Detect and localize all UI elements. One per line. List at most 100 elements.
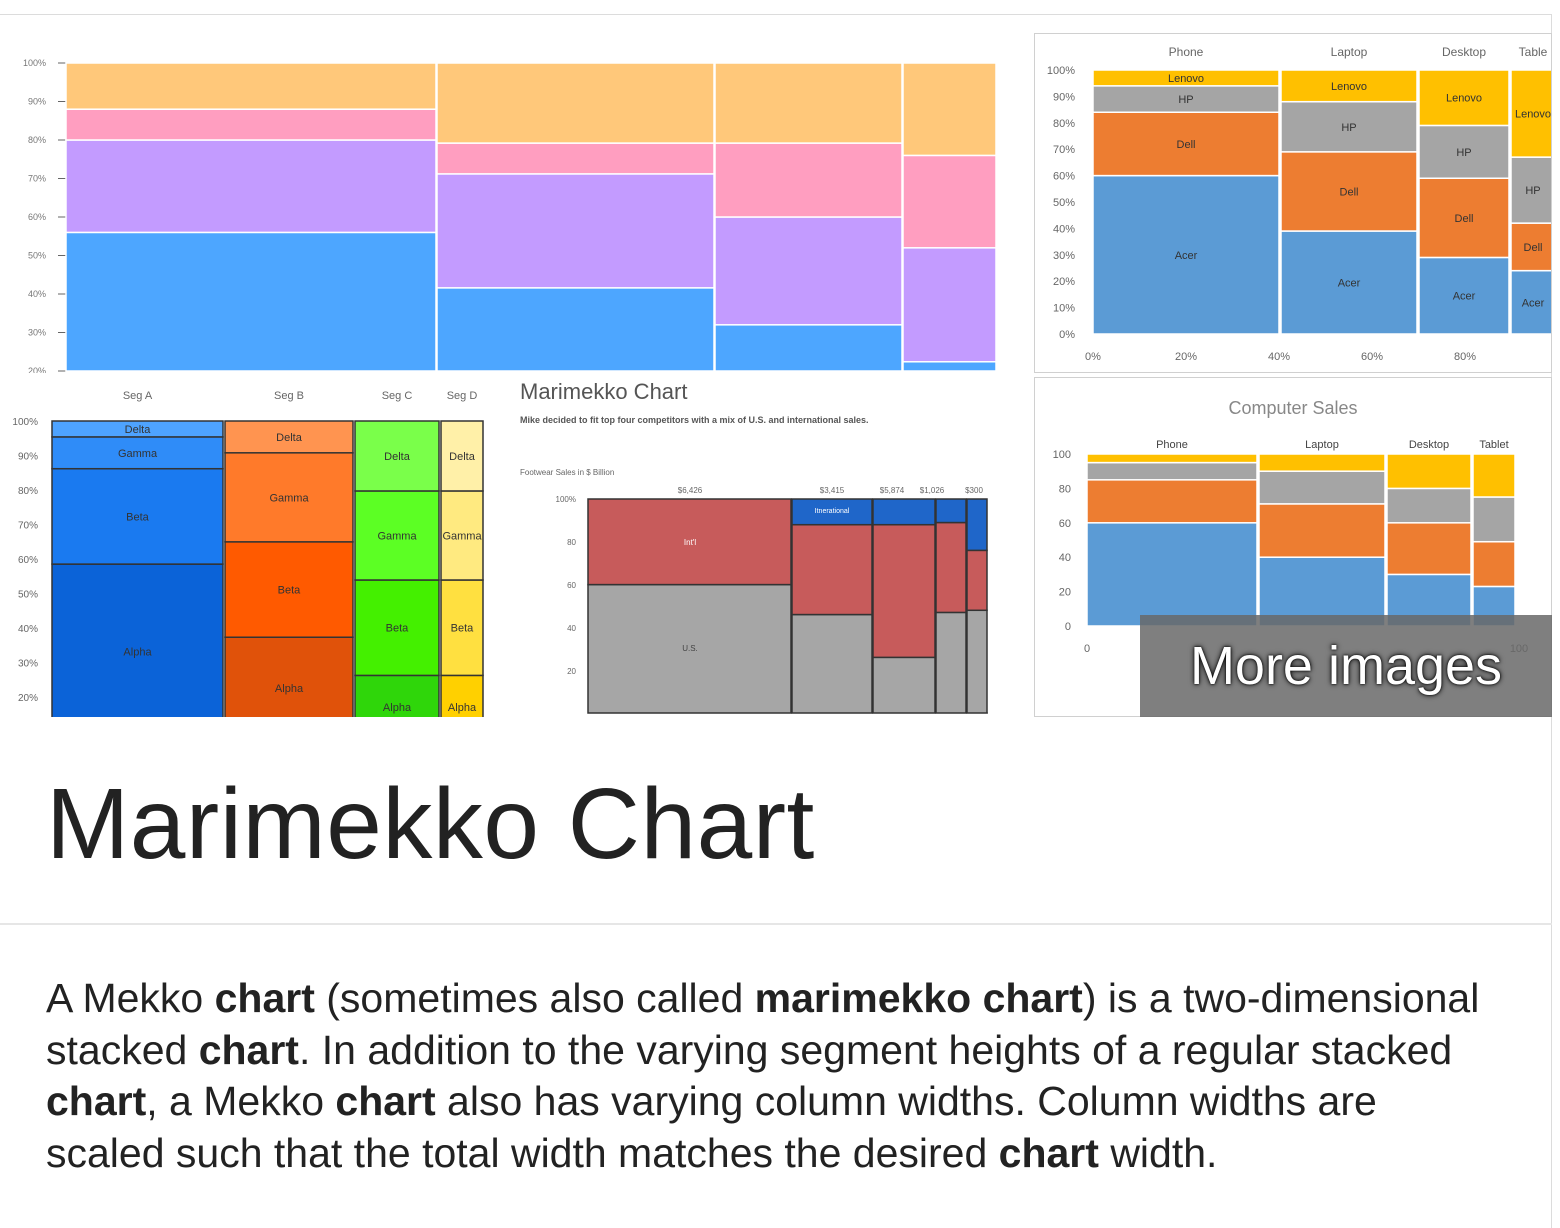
marimekko-image-3[interactable]: 100% 90% 80% 70% 60% 50% 40% 30% 20% Seg A Alpha Be…: [0, 377, 490, 717]
chart-segment: [224, 420, 354, 454]
segment-label: HP: [1456, 147, 1471, 159]
chart-segment: [1258, 470, 1386, 505]
column-label: Laptop: [1331, 45, 1368, 59]
y-tick-label: 80%: [28, 135, 46, 145]
y-tick-label: 80%: [18, 486, 38, 497]
y-tick-label: 100%: [1047, 65, 1075, 77]
chart-segment: [1418, 256, 1510, 335]
x-tick-label: 40%: [1268, 351, 1290, 363]
knowledge-panel: 100% 90% 80% 70% 60% 50% 40% 30% 20% 100% 90% 80% 7…: [0, 14, 1552, 1228]
chart-segment: [902, 247, 997, 363]
y-tick-label: 40%: [1053, 223, 1075, 235]
chart-segment: [51, 563, 224, 717]
chart-segment: [935, 611, 967, 714]
y-tick-label: 100%: [12, 417, 38, 428]
y-tick-label: 90%: [18, 452, 38, 463]
chart-segment: [440, 579, 484, 677]
chart-segment: [966, 498, 988, 552]
marimekko-image-2[interactable]: 100% 90% 80% 70% 60% 50% 40% 30% 20% 10% 0% 0% 20% 40…: [1034, 33, 1552, 373]
chart-segment: [872, 498, 936, 526]
marimekko-image-1[interactable]: 100% 90% 80% 70% 60% 50% 40% 30% 20%: [0, 33, 1030, 373]
description-keyword: chart: [46, 1078, 147, 1124]
y-tick-label: 80%: [1053, 118, 1075, 130]
y-tick-label: 100%: [23, 58, 46, 68]
description-text: . In addition to the varying segment hei…: [298, 1026, 1453, 1073]
segment-label: Lenovo: [1515, 109, 1551, 121]
column-label: Seg A: [123, 390, 153, 402]
segment-label: Gamma: [118, 448, 158, 460]
segment-label: Beta: [451, 623, 475, 635]
marimekko-image-4[interactable]: Marimekko Chart Mike decided to fit top f…: [494, 377, 1030, 717]
segment-label: Acer: [1175, 250, 1198, 262]
chart-segment: [65, 62, 437, 110]
chart-segment: [1510, 156, 1551, 224]
chart-segment: [1086, 461, 1258, 481]
y-tick-label: 20: [567, 667, 576, 676]
chart-segment: [1418, 177, 1510, 259]
chart-segment: [1280, 151, 1418, 232]
column-label: Table: [1519, 45, 1548, 59]
chart-segment: [1280, 69, 1418, 103]
x-tick-label: 0%: [1085, 351, 1101, 363]
y-tick-label: 100%: [556, 495, 576, 504]
segment-label: Alpha: [448, 702, 477, 714]
column-label: Seg D: [447, 390, 478, 402]
column-total-label: $300: [965, 486, 983, 495]
y-tick-label: 30%: [28, 328, 46, 338]
segment-label: HP: [1525, 185, 1540, 197]
segment-label: Lenovo: [1168, 73, 1204, 85]
chart-segment: [1258, 453, 1386, 472]
y-tick-label: 40%: [18, 624, 38, 635]
segment-label: Acer: [1522, 297, 1545, 309]
y-tick-label: 10%: [1053, 303, 1075, 315]
y-tick-label: 90%: [28, 97, 46, 107]
y-tick-label: 60%: [1053, 171, 1075, 183]
segment-label: Dell: [1524, 242, 1543, 254]
description-keyword: chart: [214, 975, 315, 1021]
knowledge-panel-title: Marimekko Chart: [46, 768, 815, 880]
description-text: (sometimes also called: [314, 975, 755, 1021]
chart-segment: [1280, 230, 1418, 335]
segment-label: Itnerational: [815, 508, 850, 515]
chart-segment: [440, 674, 484, 717]
chart-segment: [714, 216, 903, 326]
chart-segment: [902, 62, 997, 157]
chart-segment: [791, 498, 873, 526]
y-tick-label: 70%: [28, 174, 46, 184]
segment-label: Delta: [276, 432, 303, 444]
y-tick-label: 0%: [1059, 329, 1075, 341]
chart-segment: [354, 579, 440, 677]
chart-segment: [224, 541, 354, 638]
segment-label: Gamma: [377, 530, 417, 542]
y-tick-label: 60%: [18, 555, 38, 566]
column-label: Desktop: [1409, 439, 1449, 451]
chart-subtitle: Mike decided to fit top four competitors…: [520, 415, 869, 425]
chart-segment: [714, 62, 903, 144]
y-tick-label: 80: [567, 538, 576, 547]
chart-segment: [436, 62, 715, 144]
x-tick-label: 60%: [1361, 351, 1383, 363]
segment-label: Lenovo: [1446, 93, 1482, 105]
segment-label: Dell: [1455, 213, 1474, 225]
y-tick-label: 40: [567, 624, 576, 633]
y-tick-label: 30%: [18, 659, 38, 670]
y-tick-label: 70%: [1053, 144, 1075, 156]
chart-segment: [65, 139, 437, 234]
knowledge-panel-description: A Mekko chart (sometimes also called mar…: [46, 973, 1496, 1179]
marimekko-chart-computer-sales: Computer Sales1008060402000100PhoneLapto…: [1053, 398, 1529, 655]
column-total-label: $6,426: [678, 486, 703, 495]
description-keyword: chart: [335, 1078, 436, 1124]
column-label: Desktop: [1442, 45, 1486, 59]
chart-segment: [440, 490, 484, 581]
chart-segment: [714, 324, 903, 372]
segment-label: HP: [1178, 94, 1193, 106]
chart-segment: [966, 609, 988, 714]
description-keyword: chart: [198, 1026, 299, 1073]
chart-segment: [1472, 540, 1516, 588]
y-tick-label: 20%: [28, 366, 46, 373]
more-images-button[interactable]: More images: [1140, 615, 1552, 717]
segment-label: Alpha: [275, 683, 304, 695]
chart-segment: [791, 523, 873, 616]
column-total-label: $1,026: [920, 486, 945, 495]
x-tick-label: 20%: [1175, 351, 1197, 363]
